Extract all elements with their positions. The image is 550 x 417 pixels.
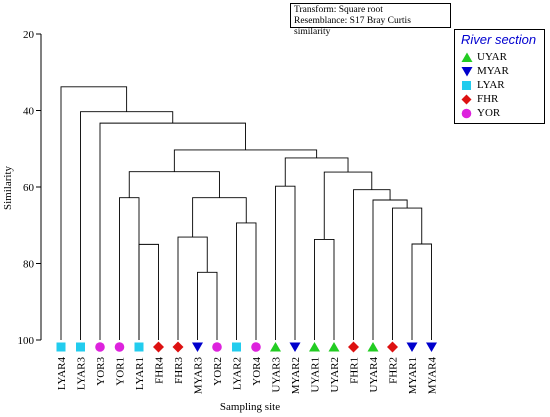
y-tick-label: 100 xyxy=(18,335,35,347)
leaf-marker-diamond xyxy=(153,341,164,353)
legend-title: River section xyxy=(461,32,537,47)
leaf-label: LYAR1 xyxy=(134,357,146,390)
legend-label: UYAR xyxy=(477,51,507,63)
legend-label: LYAR xyxy=(477,79,505,91)
dendrogram-branch xyxy=(173,149,318,172)
dendrogram-branch xyxy=(60,86,128,340)
dendrogram-branch xyxy=(177,236,208,340)
legend-label: FHR xyxy=(477,93,499,105)
leaf-label: FHR1 xyxy=(349,357,361,384)
leaf-marker-triangle-up xyxy=(328,342,340,352)
y-tick-label: 20 xyxy=(23,29,35,41)
x-axis-label: Sampling site xyxy=(220,401,280,413)
leaf-label: LYAR3 xyxy=(76,357,88,391)
legend-label: YOR xyxy=(477,107,501,119)
leaf-marker-circle xyxy=(114,342,125,352)
leaf-label: LYAR2 xyxy=(232,357,244,390)
y-axis-label: Similarity xyxy=(2,166,14,211)
leaf-marker-circle xyxy=(212,342,222,352)
leaf-label: FHR2 xyxy=(388,357,400,384)
dendrogram-branch xyxy=(392,207,423,340)
dendrogram-branch xyxy=(192,197,247,238)
leaf-marker-square xyxy=(134,342,144,352)
leaf-marker-triangle-up xyxy=(309,342,320,352)
leaf-label: MYAR3 xyxy=(193,357,205,395)
dendrogram-branch xyxy=(197,271,218,340)
dendrogram-branch xyxy=(119,197,140,340)
leaf-marker-circle xyxy=(251,342,261,352)
leaf-label: UYAR2 xyxy=(329,357,341,392)
square-icon xyxy=(462,81,471,90)
leaf-markers xyxy=(56,341,437,353)
dendrogram-branch xyxy=(353,189,391,340)
dendrogram-branch xyxy=(99,122,246,340)
leaf-label: LYAR4 xyxy=(56,357,68,391)
leaf-marker-square xyxy=(232,342,241,352)
leaf-marker-triangle-down xyxy=(192,342,203,352)
transform-text: Transform: Square root xyxy=(294,5,383,15)
leaf-label: YOR3 xyxy=(95,357,107,386)
leaf-marker-triangle-up xyxy=(367,342,379,352)
legend-label: MYAR xyxy=(477,65,509,77)
leaf-marker-diamond xyxy=(348,341,359,353)
dendrogram-branch xyxy=(372,199,408,340)
leaf-label: YOR2 xyxy=(212,357,224,386)
dendrogram-branch xyxy=(323,171,373,240)
leaf-label: UYAR4 xyxy=(368,357,380,393)
dendrogram-branch xyxy=(138,243,159,340)
leaf-label: MYAR2 xyxy=(290,357,302,394)
triangle-up-icon xyxy=(461,52,473,62)
axes: 20 40 60 80 100 xyxy=(18,29,42,347)
dendrogram-branch xyxy=(314,238,335,340)
leaf-label: MYAR4 xyxy=(427,357,439,395)
leaf-label: MYAR1 xyxy=(407,357,419,394)
leaf-label: FHR3 xyxy=(173,357,185,384)
resemblance-text: Resemblance: S17 Bray Curtis similarity xyxy=(294,16,411,37)
leaf-marker-triangle-down xyxy=(289,342,301,352)
triangle-down-icon xyxy=(461,67,473,77)
leaf-label: UYAR1 xyxy=(310,357,322,392)
dendrogram-branch xyxy=(128,171,220,198)
y-tick-label: 60 xyxy=(23,182,35,194)
leaf-marker-diamond xyxy=(387,341,398,353)
diamond-icon xyxy=(461,94,472,105)
dendrogram-branches xyxy=(60,86,432,340)
dendrogram-branch xyxy=(411,243,432,340)
y-tick-label: 80 xyxy=(23,259,35,271)
leaf-marker-circle xyxy=(95,342,105,352)
dendrogram-branch xyxy=(236,222,257,340)
leaf-marker-square xyxy=(76,342,85,352)
leaf-marker-diamond xyxy=(172,341,184,353)
dendrogram-branch xyxy=(275,185,296,340)
leaf-label: UYAR3 xyxy=(271,357,283,393)
leaf-label: FHR4 xyxy=(154,357,166,384)
leaf-labels: LYAR4 LYAR3 YOR3 YOR1 LYAR1 FHR4 FHR3 MYAR3 YOR2… xyxy=(56,357,439,395)
leaf-marker-triangle-up xyxy=(270,342,281,352)
leaf-marker-square xyxy=(56,342,66,352)
leaf-label: YOR1 xyxy=(115,357,127,386)
leaf-label: YOR4 xyxy=(251,357,263,386)
y-tick-label: 40 xyxy=(23,106,35,118)
legend: River section UYAR MYAR LYAR FHR YOR xyxy=(454,29,545,124)
leaf-marker-triangle-down xyxy=(426,342,437,352)
leaf-marker-triangle-down xyxy=(406,342,418,352)
transform-info-box: Transform: Square root Resemblance: S17 … xyxy=(290,3,451,37)
circle-icon xyxy=(461,108,472,119)
